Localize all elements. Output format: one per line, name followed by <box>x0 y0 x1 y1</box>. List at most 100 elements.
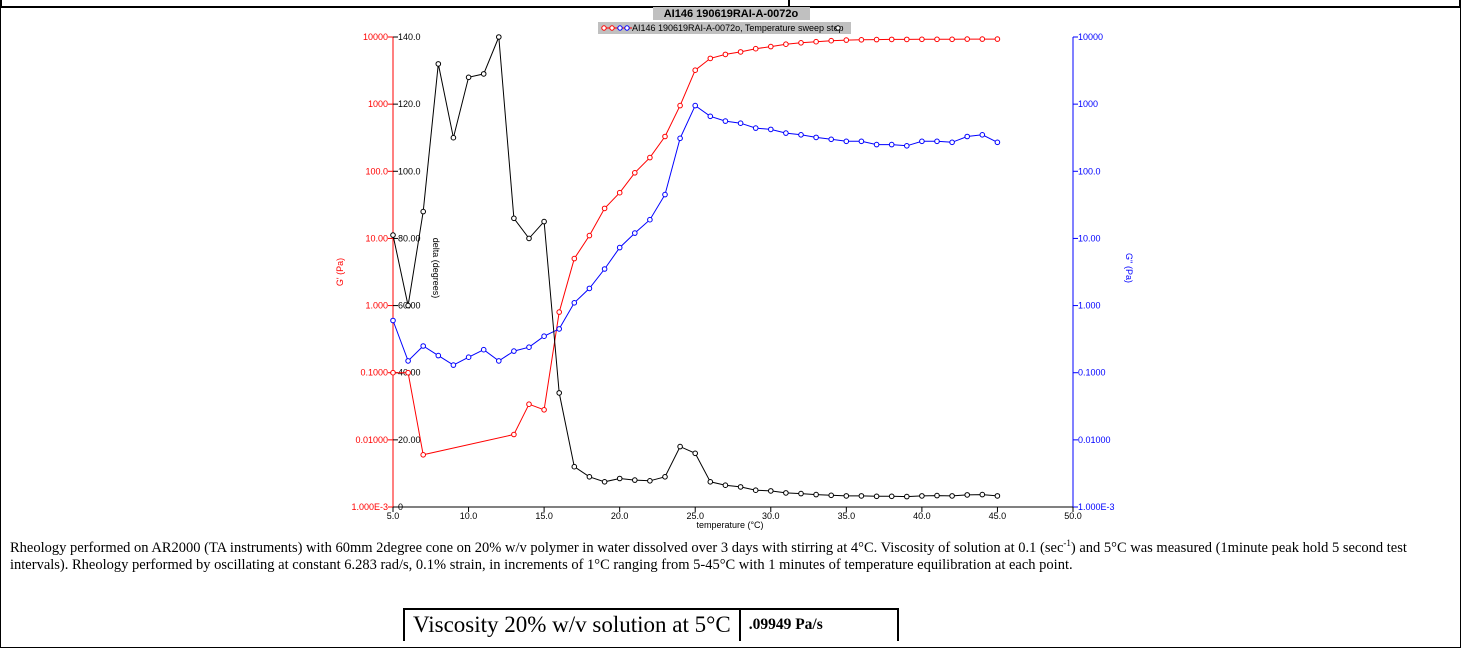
series-point-left_log <box>919 36 925 43</box>
delta-axis-tick-label: 20.00 <box>398 435 421 445</box>
series-point-delta <box>904 493 910 500</box>
right-axis-tick-label: 100.0 <box>1078 166 1101 176</box>
top-border-left-tick <box>0 0 2 8</box>
series-line-left_log <box>393 38 998 456</box>
series-point-left_log <box>541 407 547 413</box>
caption-text-part2: ) and 5°C was measured (1minute peak hol… <box>10 540 1407 573</box>
left-axis-tick-label: 1.000 <box>365 301 388 311</box>
series-point-right_log <box>647 216 653 223</box>
legend-marker-blue <box>624 25 630 31</box>
legend-marker-blue <box>617 25 623 31</box>
series-point-left_log <box>601 205 608 212</box>
series-point-right_log <box>556 326 563 332</box>
series-point-left_log <box>632 170 638 176</box>
series-point-delta <box>601 479 608 485</box>
right-axis-tick-label: 0.01000 <box>1078 435 1111 445</box>
right-axis-tick-label: 1.000 <box>1078 301 1101 311</box>
delta-axis-tick-label: 120.0 <box>398 99 421 109</box>
series-point-right_log <box>873 141 880 148</box>
series-point-left_log <box>420 452 427 458</box>
legend-background <box>598 22 851 34</box>
series-point-left_log <box>798 40 804 46</box>
viscosity-label: Viscosity 20% w/v solution at 5°C <box>403 608 741 641</box>
series-point-left_log <box>722 51 729 58</box>
series-point-delta <box>556 390 563 396</box>
series-point-right_log <box>979 132 986 138</box>
series-point-right_log <box>405 358 411 364</box>
series-point-right_log <box>480 346 487 353</box>
top-border-mid-tick <box>788 0 790 8</box>
series-point-left_log <box>737 49 744 55</box>
series-point-right_log <box>843 138 850 145</box>
series-point-right_log <box>420 343 427 349</box>
x-axis-tick-label: 30.0 <box>762 511 780 521</box>
series-point-left_log <box>783 41 789 48</box>
chart-legend: AI146 190619RAI-A-0072o, Temperature swe… <box>598 22 851 34</box>
series-point-right_log <box>435 352 442 359</box>
series-point-right_log <box>707 113 714 120</box>
series-point-left_log <box>964 36 971 42</box>
series-point-delta <box>541 218 547 225</box>
series-point-left_log <box>873 36 880 43</box>
series-point-delta <box>858 493 865 499</box>
series-point-right_log <box>752 125 759 131</box>
series-point-delta <box>571 463 578 470</box>
legend-marker-black <box>835 25 841 31</box>
series-point-delta <box>798 490 804 497</box>
series-point-delta <box>919 493 925 499</box>
series-point-delta <box>828 492 835 499</box>
series-point-right_log <box>768 126 774 133</box>
viscosity-table-row: Viscosity 20% w/v solution at 5°C .09949… <box>403 608 899 641</box>
caption-text-part1: Rheology performed on AR2000 (TA instrum… <box>10 540 1064 556</box>
series-point-right_log <box>737 120 744 126</box>
right-axis-tick-label: 1.000E-3 <box>1078 502 1115 512</box>
delta-axis-tick-label: 100.0 <box>398 166 421 176</box>
series-point-right_log <box>904 143 910 149</box>
series-point-delta <box>949 493 955 499</box>
right-axis-label: G'' (Pa) <box>1124 253 1134 283</box>
series-point-right_log <box>586 285 593 292</box>
left-axis-tick-label: 0.1000 <box>360 368 388 378</box>
x-axis-tick-label: 35.0 <box>838 511 856 521</box>
left-axis-label: G' (Pa) <box>335 258 345 286</box>
series-point-delta <box>979 491 986 498</box>
series-point-delta <box>873 493 880 500</box>
series-point-left_log <box>662 133 668 140</box>
series-point-right_log <box>949 139 955 146</box>
series-point-right_log <box>964 133 971 140</box>
chart-series-layer <box>390 34 1001 500</box>
series-point-delta <box>813 491 819 498</box>
series-point-left_log <box>994 36 1001 42</box>
caption-superscript: -1 <box>1063 538 1071 549</box>
chart-axes: 1.000E-3 0.01000 0.1000 1.000 10.00 100.0 1000… <box>335 32 1134 521</box>
series-point-right_log <box>994 139 1001 146</box>
series-point-right_log <box>858 138 865 145</box>
series-point-left_log <box>677 102 683 109</box>
series-point-right_log <box>828 136 835 143</box>
series-point-delta <box>662 474 668 480</box>
series-point-delta <box>496 34 502 40</box>
series-point-delta <box>768 488 774 494</box>
series-point-delta <box>480 71 487 77</box>
series-point-right_log <box>888 141 895 148</box>
right-axis-tick-label: 10.00 <box>1078 233 1101 243</box>
series-point-delta <box>435 61 442 67</box>
viscosity-table: Viscosity 20% w/v solution at 5°C .09949… <box>403 608 899 641</box>
series-point-delta <box>692 450 699 457</box>
series-point-left_log <box>405 369 411 376</box>
x-axis-label: temperature (°C) <box>696 520 763 530</box>
x-axis-tick-label: 10.0 <box>460 511 478 521</box>
series-point-delta <box>511 215 517 222</box>
series-point-right_log <box>722 118 729 124</box>
series-point-left_log <box>511 431 517 438</box>
legend-label: AI146 190619RAI-A-0072o, Temperature swe… <box>632 23 843 33</box>
series-point-left_log <box>556 309 563 315</box>
series-point-delta <box>526 235 532 242</box>
chart-title-group: AI146 190619RAI-A-0072o <box>653 7 810 20</box>
series-point-delta <box>465 74 472 81</box>
series-point-right_log <box>692 102 699 109</box>
series-point-delta <box>722 482 729 489</box>
series-point-right_log <box>783 130 789 136</box>
right-axis-tick-label: 0.1000 <box>1078 368 1106 378</box>
x-axis-tick-label: 40.0 <box>913 511 931 521</box>
